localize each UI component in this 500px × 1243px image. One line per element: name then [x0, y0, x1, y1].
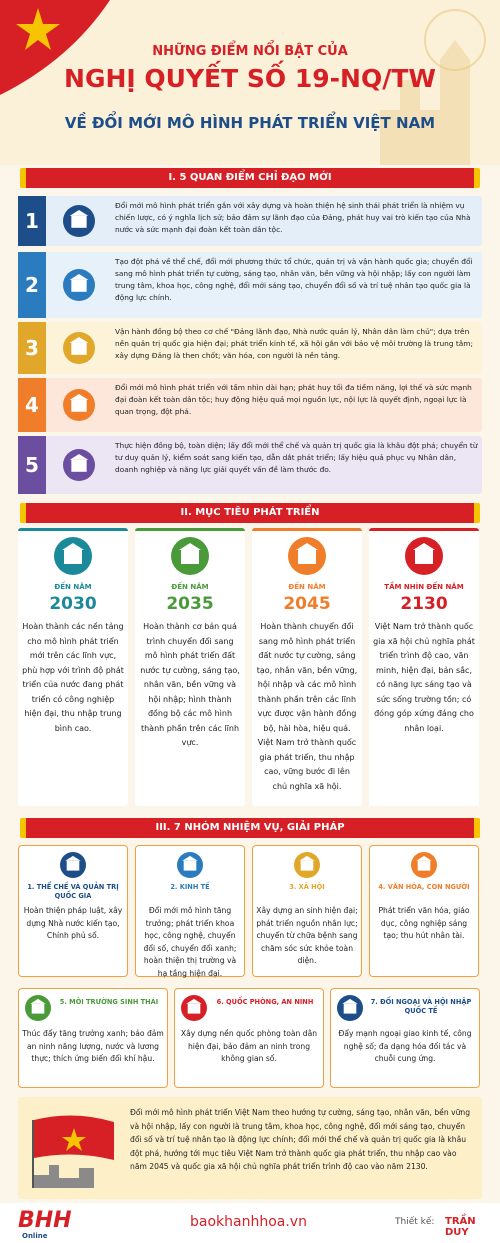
point-row [18, 378, 482, 432]
icon [181, 995, 207, 1021]
point-text: Vận hành đồng bộ theo cơ chế "Đảng lãnh … [115, 327, 473, 360]
logo: BHH [18, 1208, 72, 1233]
goal-text: Hoàn thành chuyển đổi sang mô hình phát … [256, 622, 358, 791]
goal-year: 2030 [49, 594, 97, 614]
point-row [18, 322, 482, 374]
point-number: 3 [18, 322, 46, 374]
task-text: Xây dựng an sinh hiện đại; phát triển ng… [256, 906, 358, 965]
section-banner: I. 5 QUAN ĐIỂM CHỈ ĐẠO MỚI [20, 168, 480, 188]
point-row [18, 436, 482, 494]
goal-text: Hoàn thành các nền tảng cho mô hình phát… [22, 622, 124, 733]
icon [294, 852, 320, 878]
designer-label: Thiết kế: [395, 1217, 435, 1227]
icon [63, 205, 95, 237]
goal-year: 2130 [400, 594, 448, 614]
point-number: 5 [18, 436, 46, 494]
icon [411, 852, 437, 878]
header-art [0, 0, 500, 165]
point-text: Thực hiện đồng bộ, toàn diện; lấy đổi mớ… [115, 441, 478, 474]
task-text: Xây dựng nền quốc phòng toàn dân hiện đạ… [180, 1029, 318, 1063]
task-card [369, 845, 479, 977]
task-text: Phát triển văn hóa, giáo dục, công nghiệ… [378, 906, 470, 940]
icon [63, 449, 95, 481]
title-line1: NHỮNG ĐIỂM NỔI BẬT CỦA [152, 44, 348, 59]
icon [63, 332, 95, 364]
icon [63, 269, 95, 301]
goal-label: TẦM NHÌN ĐẾN NĂM [384, 583, 464, 591]
point-text: Tạo đột phá về thể chế, đổi mới phương t… [115, 257, 473, 302]
point-row [18, 196, 482, 246]
icon [63, 389, 95, 421]
section-banner: III. 7 NHÓM NHIỆM VỤ, GIẢI PHÁP [20, 818, 480, 838]
task-card [135, 845, 245, 977]
title-line3: VỀ ĐỔI MỚI MÔ HÌNH PHÁT TRIỂN VIỆT NAM [64, 114, 436, 132]
task-title: 6. QUỐC PHÒNG, AN NINH [216, 998, 314, 1006]
task-text: Hoàn thiện pháp luật, xây dựng Nhà nước … [23, 906, 123, 940]
task-title: 7. ĐỐI NGOẠI VÀ HỘI NHẬP QUỐC TẾ [370, 998, 472, 1015]
icon [288, 537, 326, 575]
point-row [18, 252, 482, 318]
goal-year: 2045 [283, 594, 331, 614]
logo-sub: Online [22, 1232, 48, 1240]
icon [54, 537, 92, 575]
designer: TRẦN DUY [445, 1216, 476, 1238]
icon [60, 852, 86, 878]
task-title: 4. VĂN HÓA, CON NGƯỜI [378, 883, 470, 891]
point-number: 1 [18, 196, 46, 246]
flag-illustration [32, 1115, 114, 1188]
task-text: Đổi mới mô hình tăng trưởng; phát triển … [143, 906, 237, 978]
goal-label: ĐẾN NĂM [171, 583, 209, 591]
icon [177, 852, 203, 878]
task-text: Thúc đẩy tăng trưởng xanh; bảo đảm an ni… [22, 1029, 164, 1063]
task-title: 2. KINH TẾ [170, 883, 210, 891]
task-title: 5. MÔI TRƯỜNG SINH THÁI [59, 998, 159, 1006]
goal-year: 2035 [166, 594, 214, 614]
task-title: 1. THỂ CHẾ VÀ QUẢN TRỊ QUỐC GIA [27, 883, 119, 900]
task-text: Đẩy mạnh ngoại giao kinh tế, công nghệ s… [338, 1029, 472, 1063]
icon [337, 995, 363, 1021]
site: baokhanhhoa.vn [190, 1214, 307, 1230]
section-banner: II. MỤC TIÊU PHÁT TRIỂN [20, 503, 480, 523]
goal-label: ĐẾN NĂM [54, 583, 92, 591]
goal-text: Việt Nam trở thành quốc gia xã hội chủ n… [373, 622, 475, 733]
point-text: Đổi mới mô hình phát triển gắn với xây d… [115, 201, 471, 234]
goal-label: ĐẾN NĂM [288, 583, 326, 591]
point-text: Đổi mới mô hình phát triển với tầm nhìn … [115, 383, 472, 416]
icon [405, 537, 443, 575]
title-line2: NGHỊ QUYẾT SỐ 19-NQ/TW [64, 64, 436, 93]
task-title: 3. XÃ HỘI [289, 883, 325, 891]
point-number: 4 [18, 378, 46, 432]
goal-text: Hoàn thành cơ bản quá trình chuyển đổi s… [140, 622, 240, 747]
point-number: 2 [18, 252, 46, 318]
conclusion-text: Đổi mới mô hình phát triển Việt Nam theo… [130, 1108, 471, 1171]
icon [25, 995, 51, 1021]
icon [171, 537, 209, 575]
footer [0, 1203, 500, 1243]
